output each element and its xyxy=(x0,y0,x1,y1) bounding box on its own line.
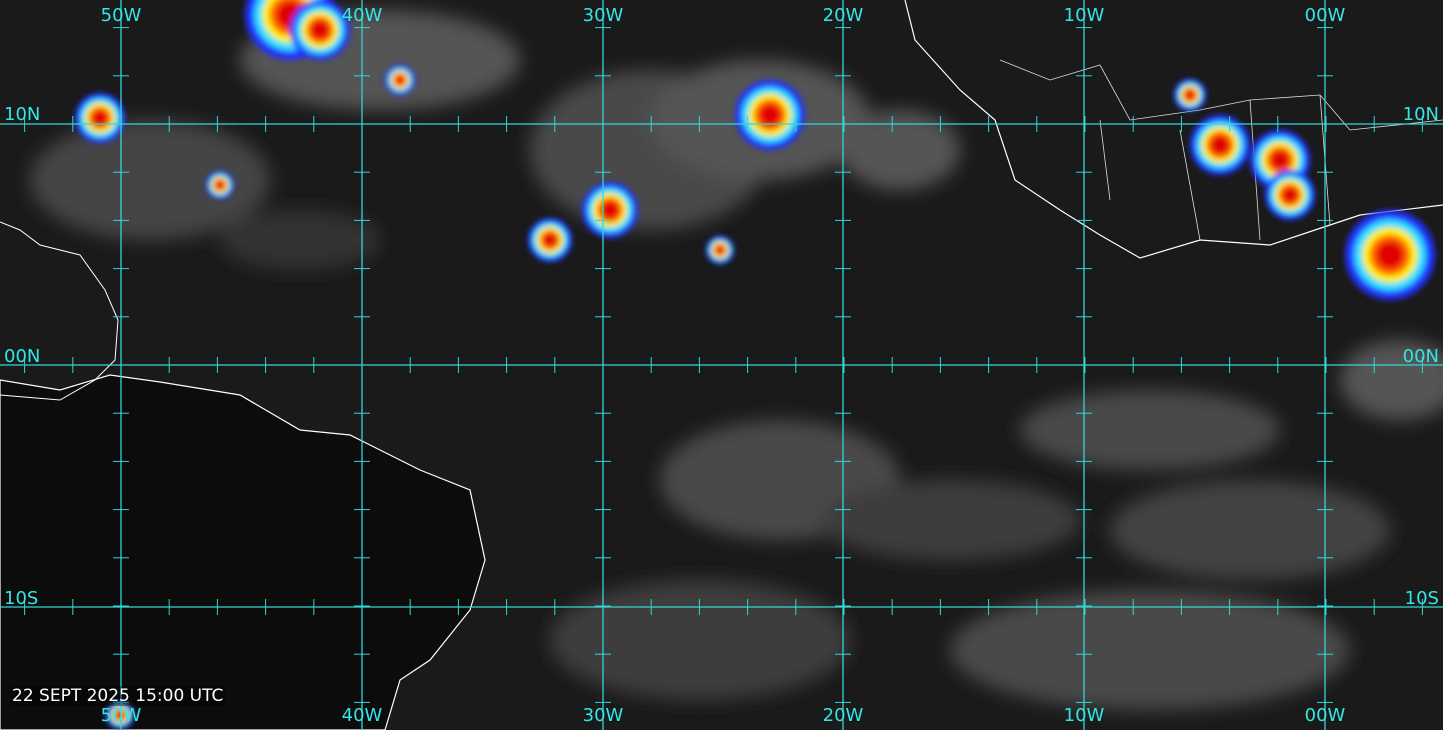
lon-label-bottom-20w: 20W xyxy=(822,705,864,726)
cloud xyxy=(220,210,380,270)
cloud xyxy=(1110,480,1390,580)
convection-cell xyxy=(1185,90,1195,100)
lat-label-right-10s: 10S xyxy=(1404,588,1439,609)
lat-label-left-10n: 10N xyxy=(4,104,41,125)
convection-cells xyxy=(75,0,1435,729)
cloud xyxy=(30,120,270,240)
lon-label-top-50w: 50W xyxy=(100,5,142,26)
lat-label-left-00n: 00N xyxy=(4,346,41,367)
convection-cell xyxy=(1282,187,1298,203)
convection-cell xyxy=(395,75,405,85)
convection-cell xyxy=(759,104,781,126)
lon-label-top-00w: 00W xyxy=(1304,5,1346,26)
cloud xyxy=(550,580,850,700)
lon-label-bottom-40w: 40W xyxy=(341,705,383,726)
lon-label-bottom-30w: 30W xyxy=(582,705,624,726)
timestamp: 22 SEPT 2025 15:00 UTC xyxy=(10,686,226,706)
lon-label-bottom-10w: 10W xyxy=(1063,705,1105,726)
convection-cell xyxy=(601,201,619,219)
cloud xyxy=(820,480,1080,560)
convection-cell xyxy=(1376,241,1404,269)
lon-label-top-30w: 30W xyxy=(582,5,624,26)
convection-cell xyxy=(1211,136,1229,154)
cloud xyxy=(1020,390,1280,470)
convection-cell xyxy=(215,180,225,190)
lat-label-right-10n: 10N xyxy=(1402,104,1439,125)
convection-cell xyxy=(311,21,329,39)
lon-label-top-40w: 40W xyxy=(341,5,383,26)
lon-label-bottom-50w: 50W xyxy=(100,705,142,726)
convection-cell xyxy=(1271,151,1289,169)
cloud xyxy=(950,590,1350,710)
cloud xyxy=(840,110,960,190)
convection-cell xyxy=(92,110,108,126)
lon-label-top-10w: 10W xyxy=(1063,5,1105,26)
convection-cell xyxy=(543,233,557,247)
lat-label-left-10s: 10S xyxy=(4,588,39,609)
lon-label-bottom-00w: 00W xyxy=(1304,705,1346,726)
lon-label-top-20w: 20W xyxy=(822,5,864,26)
lat-label-right-00n: 00N xyxy=(1402,346,1439,367)
convection-cell xyxy=(115,710,125,720)
cloud xyxy=(1340,340,1443,420)
convection-cell xyxy=(715,245,725,255)
